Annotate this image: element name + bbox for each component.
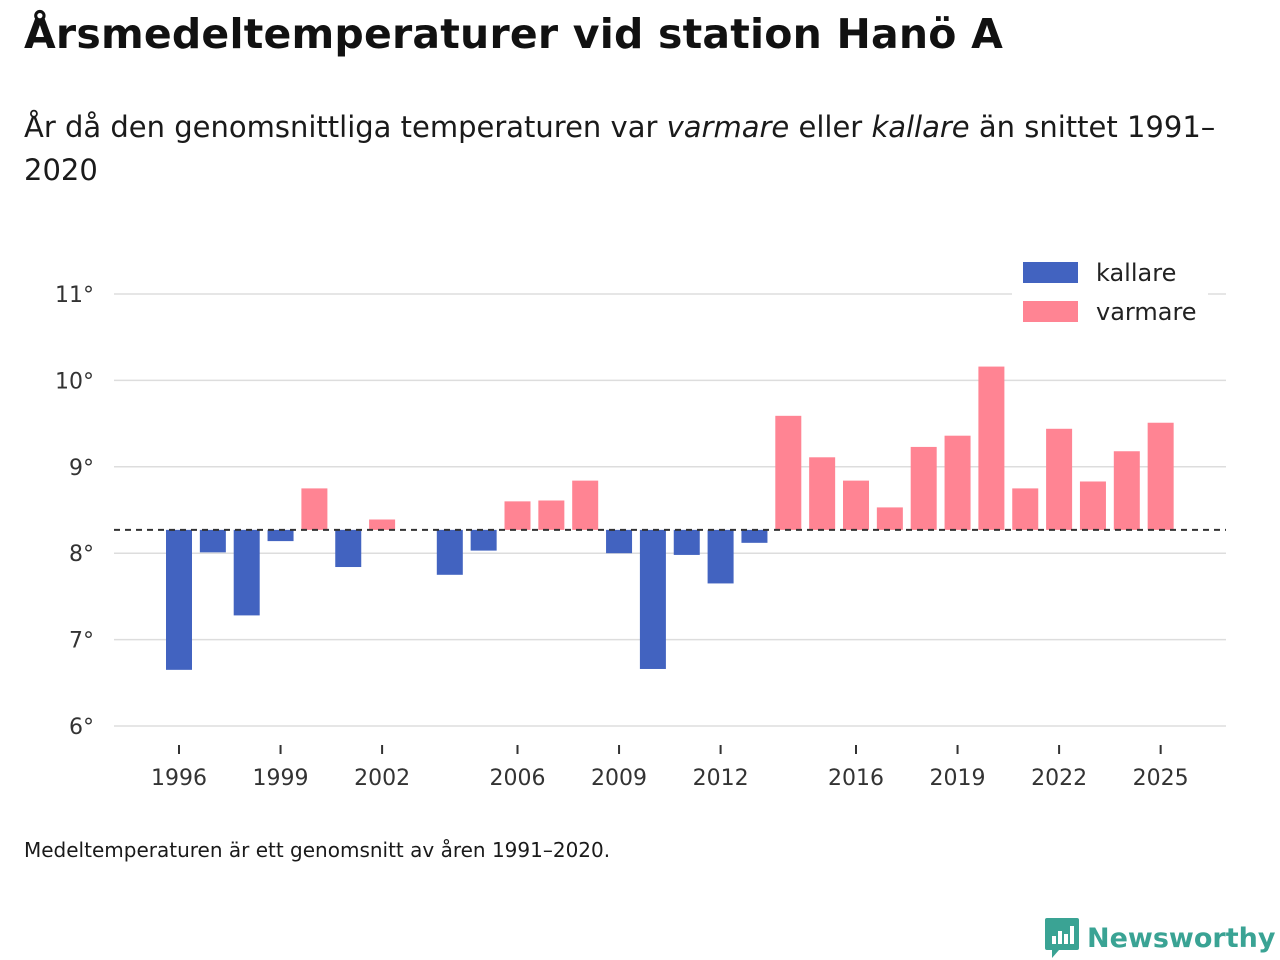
newsworthy-logo[interactable]: Newsworthy (1043, 916, 1275, 960)
chart-subtitle: År då den genomsnittliga temperaturen va… (24, 106, 1224, 192)
y-tick-label: 6° (69, 715, 94, 740)
bar-2023 (1079, 481, 1106, 530)
bar-2021 (1012, 488, 1039, 530)
bar-2006 (504, 501, 531, 530)
bar-2018 (910, 446, 937, 530)
x-tick-label: 2012 (693, 766, 749, 791)
bar-2008 (572, 480, 599, 530)
y-tick-label: 10° (55, 369, 94, 394)
subtitle-mid: eller (789, 110, 872, 144)
x-tick-label: 2022 (1031, 766, 1087, 791)
bar-2005 (470, 529, 497, 551)
x-tick-label: 2016 (828, 766, 884, 791)
subtitle-warm: varmare (666, 110, 790, 144)
bar-1996 (166, 529, 192, 670)
bar-2007 (538, 500, 565, 530)
legend-label-kallare: kallare (1096, 259, 1176, 287)
x-tick-label: 1999 (253, 766, 309, 791)
legend-swatch-kallare (1023, 262, 1078, 283)
y-tick-label: 8° (69, 542, 94, 567)
subtitle-pre: År då den genomsnittliga temperaturen va… (24, 110, 667, 144)
bar-2016 (843, 480, 869, 530)
bar-2019 (944, 435, 971, 530)
y-tick-label: 9° (69, 456, 94, 481)
subtitle-cold: kallare (871, 110, 970, 144)
y-tick-label: 7° (69, 629, 94, 654)
x-tick-label: 2025 (1133, 766, 1189, 791)
subtitle-post: än snittet 1991–2020 (24, 110, 1216, 187)
x-tick-label: 2002 (354, 766, 410, 791)
bar-2014 (775, 415, 802, 530)
x-tick-label: 2006 (490, 766, 546, 791)
bar-2017 (876, 507, 903, 530)
legend-label-varmare: varmare (1096, 298, 1197, 326)
bar-2010 (639, 529, 666, 669)
bar-2012 (707, 529, 734, 584)
legend-swatch-varmare (1023, 301, 1078, 322)
bar-2000 (301, 488, 328, 530)
y-tick-label: 11° (55, 283, 94, 308)
bar-2025 (1147, 422, 1174, 530)
bar-2001 (335, 529, 362, 568)
chart-title: Årsmedeltemperaturer vid station Hanö A (24, 10, 1004, 58)
x-tick-label: 2009 (591, 766, 647, 791)
newsworthy-icon (1045, 918, 1079, 958)
bar-2015 (809, 457, 836, 530)
bar-1999 (267, 529, 294, 542)
footnote: Medeltemperaturen är ett genomsnitt av å… (24, 838, 611, 862)
x-tick-label: 2019 (930, 766, 986, 791)
bar-2002 (369, 519, 396, 530)
bar-chart: 6° 7° 8° 9° 10° 11° 1996 1999 2002 2006 2009 2012 20… (55, 252, 1226, 791)
bar-1997 (199, 529, 226, 553)
brand-name: Newsworthy (1087, 922, 1276, 954)
bar-2020 (978, 366, 1005, 530)
bar-2004 (436, 529, 463, 575)
x-tick-label: 1996 (151, 766, 207, 791)
bar-1998 (233, 529, 260, 616)
bar-2011 (673, 529, 700, 555)
bar-2022 (1046, 428, 1073, 530)
bar-2013 (741, 529, 768, 543)
bar-2009 (606, 529, 633, 554)
bar-2024 (1113, 451, 1140, 530)
